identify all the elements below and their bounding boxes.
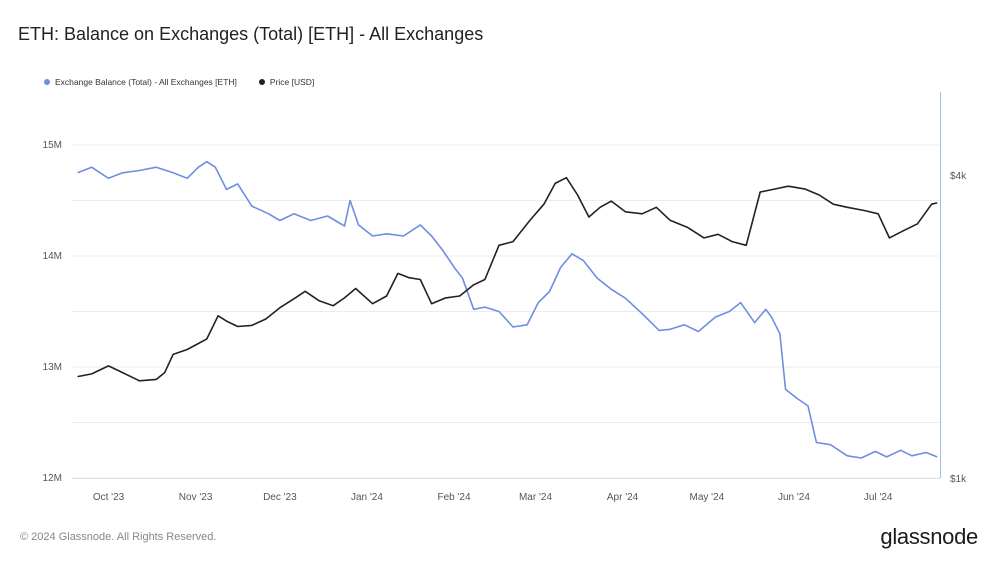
left-axis-tick-label: 14M [43,251,62,262]
x-axis-tick-label: Dec '23 [263,492,297,503]
x-axis-tick-label: May '24 [689,492,724,503]
x-axis-tick-label: Apr '24 [607,492,639,503]
brand-logo: glassnode [880,524,978,549]
series-line-price [77,176,938,382]
legend-item-balance[interactable]: Exchange Balance (Total) - All Exchanges… [44,77,237,87]
right-axis-tick-label: $1k [950,474,967,485]
x-axis-tick-label: Jun '24 [778,492,810,503]
legend-label-price: Price [USD] [269,77,315,87]
left-axis-tick-label: 12M [43,473,62,484]
left-axis-tick-label: 13M [43,362,62,373]
copyright-footer: © 2024 Glassnode. All Rights Reserved. [20,531,217,543]
left-axis-tick-label: 15M [43,140,62,151]
x-axis-tick-label: Jan '24 [351,492,383,503]
x-axis-tick-label: Mar '24 [519,492,552,503]
legend: Exchange Balance (Total) - All Exchanges… [44,77,314,87]
series-line-balance [77,160,938,459]
x-axis-tick-label: Feb '24 [438,492,471,503]
x-axis-tick-label: Oct '23 [93,492,125,503]
legend-label-balance: Exchange Balance (Total) - All Exchanges… [55,77,237,87]
right-axis-tick-label: $4k [950,171,967,182]
x-axis-tick-label: Jul '24 [864,492,893,503]
chart-title: ETH: Balance on Exchanges (Total) [ETH] … [18,24,484,44]
legend-item-price[interactable]: Price [USD] [258,77,315,87]
x-axis-tick-label: Nov '23 [179,492,213,503]
legend-dot-balance [44,79,50,85]
legend-dot-price [258,79,265,85]
